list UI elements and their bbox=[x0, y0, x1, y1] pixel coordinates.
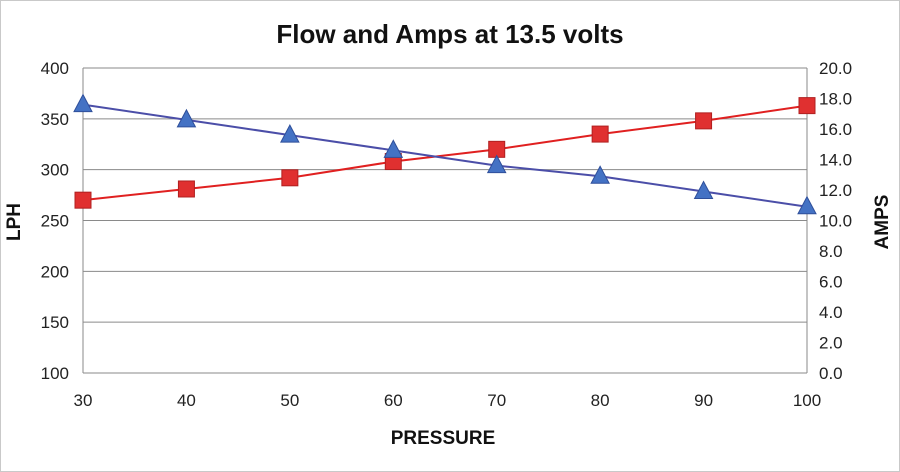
triangle-marker bbox=[176, 108, 197, 128]
triangle-marker bbox=[693, 180, 714, 200]
x-axis-title: PRESSURE bbox=[391, 428, 496, 449]
y-tick-label-left: 100 bbox=[41, 364, 69, 383]
triangle-marker bbox=[383, 139, 404, 158]
square-marker bbox=[591, 125, 609, 143]
y-tick-label-right: 4.0 bbox=[819, 303, 843, 322]
y-tick-label-left: 150 bbox=[41, 313, 69, 332]
y-axis-title-right: AMPS bbox=[872, 195, 893, 250]
x-tick-label: 100 bbox=[793, 391, 821, 410]
series-line bbox=[82, 104, 808, 202]
y-tick-label-right: 20.0 bbox=[819, 59, 852, 78]
square-marker bbox=[798, 97, 816, 115]
triangle-marker bbox=[73, 93, 93, 113]
y-tick-label-left: 200 bbox=[41, 262, 69, 281]
y-tick-label-right: 18.0 bbox=[819, 90, 852, 109]
series-line bbox=[82, 103, 808, 208]
y-tick-label-right: 12.0 bbox=[819, 181, 852, 200]
series-amps bbox=[73, 93, 817, 215]
square-marker bbox=[74, 191, 92, 209]
x-tick-label: 80 bbox=[591, 391, 610, 410]
y-axis-title-left: LPH bbox=[4, 203, 25, 241]
x-tick-label: 60 bbox=[384, 391, 403, 410]
series-lph bbox=[74, 97, 816, 209]
y-tick-label-right: 8.0 bbox=[819, 242, 843, 261]
y-tick-label-left: 250 bbox=[41, 212, 69, 231]
y-tick-label-right: 16.0 bbox=[819, 120, 852, 139]
x-tick-label: 30 bbox=[74, 391, 93, 410]
y-tick-label-right: 2.0 bbox=[819, 334, 843, 353]
triangle-marker bbox=[797, 195, 817, 215]
y-tick-label-left: 400 bbox=[41, 59, 69, 78]
axes bbox=[82, 68, 808, 374]
y-tick-label-right: 14.0 bbox=[819, 151, 852, 170]
triangle-marker bbox=[590, 165, 610, 184]
tick-labels: 100 150 200 250 300 350 400 0.0 2.0 4.0 6.0 8.0 10.0… bbox=[41, 59, 852, 410]
y-tick-label-right: 10.0 bbox=[819, 212, 852, 231]
triangle-marker bbox=[280, 124, 300, 143]
x-tick-label: 40 bbox=[177, 391, 196, 410]
square-marker bbox=[695, 112, 713, 130]
chart-title: Flow and Amps at 13.5 volts bbox=[276, 19, 623, 49]
triangle-marker bbox=[486, 154, 507, 174]
x-tick-label: 50 bbox=[280, 391, 299, 410]
square-marker bbox=[177, 180, 195, 198]
series bbox=[73, 93, 817, 215]
square-marker bbox=[281, 169, 299, 187]
y-tick-label-left: 300 bbox=[41, 161, 69, 180]
y-tick-label-right: 0.0 bbox=[819, 364, 843, 383]
y-tick-label-left: 350 bbox=[41, 110, 69, 129]
x-tick-label: 70 bbox=[487, 391, 506, 410]
y-tick-label-right: 6.0 bbox=[819, 273, 843, 292]
x-tick-label: 90 bbox=[694, 391, 713, 410]
